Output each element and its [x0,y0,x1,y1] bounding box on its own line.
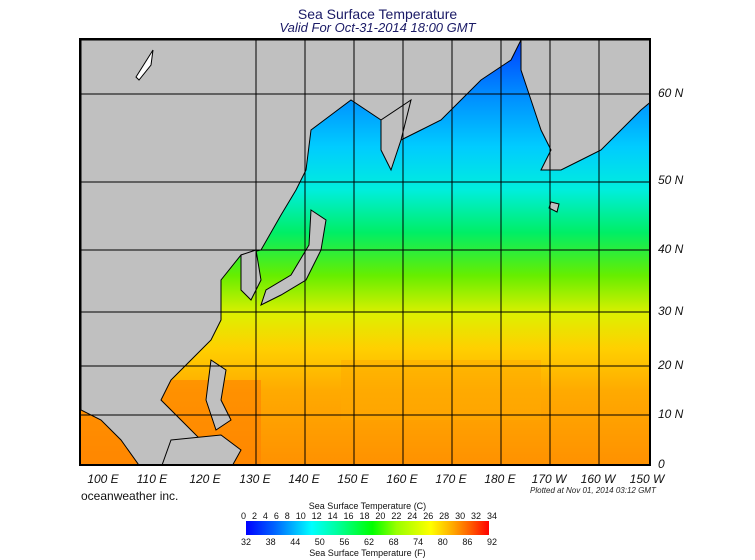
lon-label-110e: 110 E [136,472,168,486]
tick-c: 32 [471,511,482,521]
sst-map-graphic [81,40,649,464]
tick-c: 26 [423,511,434,521]
tick-f: 44 [290,537,301,547]
colorbar [246,521,489,535]
plotted-time: Plotted at Nov 01, 2014 03:12 GMT [530,486,656,495]
tick-c: 12 [311,511,322,521]
lat-label-50n: 50 N [658,173,684,187]
colorbar-ticks-celsius: 0 2 4 6 8 10 12 14 16 18 20 22 24 26 28 … [241,511,497,521]
tick-c: 24 [407,511,418,521]
tick-f: 56 [339,537,350,547]
lat-label-30n: 30 N [658,304,684,318]
tick-f: 92 [486,537,497,547]
tick-c: 10 [295,511,306,521]
lon-label-140e: 140 E [288,472,320,486]
sst-map [79,38,651,466]
tick-c: 16 [343,511,354,521]
lon-label-160w: 160 W [580,472,616,486]
tick-c: 22 [391,511,402,521]
lat-label-0: 0 [658,457,665,471]
brand-label: oceanweather inc. [81,489,179,503]
colorbar-ticks-fahrenheit: 32 38 44 50 56 62 68 74 80 86 92 [241,537,497,547]
tick-c: 18 [359,511,370,521]
tick-f: 80 [437,537,448,547]
lon-label-170e: 170 E [435,472,467,486]
colorbar-title-fahrenheit: Sea Surface Temperature (F) [309,548,426,558]
map-title: Sea Surface Temperature [297,6,458,22]
tick-f: 50 [314,537,325,547]
lat-label-10n: 10 N [658,407,684,421]
lon-label-120e: 120 E [189,472,221,486]
tick-f: 68 [388,537,399,547]
tick-c: 2 [251,511,257,521]
lat-label-60n: 60 N [658,86,684,100]
lon-label-130e: 130 E [239,472,271,486]
tick-f: 86 [462,537,473,547]
tick-c: 14 [327,511,338,521]
valid-time: Valid For Oct-31-2014 18:00 GMT [279,20,476,35]
lon-label-160e: 160 E [386,472,418,486]
tick-f: 74 [413,537,424,547]
lon-label-150e: 150 E [337,472,369,486]
tick-c: 6 [273,511,279,521]
tick-f: 38 [265,537,276,547]
tick-c: 30 [455,511,466,521]
tick-c: 0 [241,511,247,521]
lon-label-180e: 180 E [484,472,516,486]
lat-label-40n: 40 N [658,242,684,256]
lon-label-170w: 170 W [531,472,567,486]
lon-label-150w: 150 W [629,472,665,486]
tick-c: 28 [439,511,450,521]
tick-c: 20 [375,511,386,521]
lat-label-20n: 20 N [658,358,684,372]
tick-c: 4 [262,511,268,521]
lon-label-100e: 100 E [87,472,119,486]
tick-c: 34 [486,511,497,521]
tick-c: 8 [284,511,290,521]
tick-f: 62 [363,537,374,547]
tick-f: 32 [241,537,252,547]
colorbar-title-celsius: Sea Surface Temperature (C) [308,501,427,511]
